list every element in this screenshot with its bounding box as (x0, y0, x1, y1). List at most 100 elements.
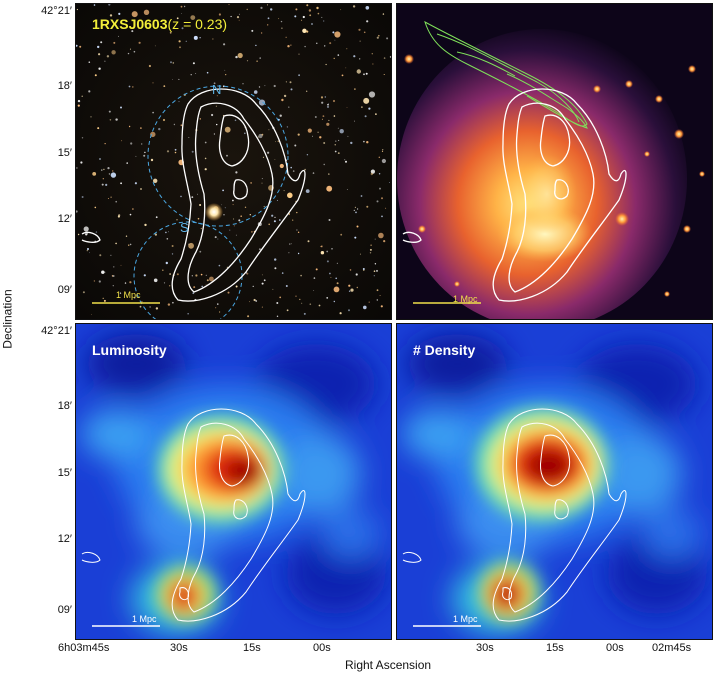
star (104, 60, 106, 62)
star (281, 98, 284, 102)
star (306, 4, 309, 7)
star (211, 113, 214, 117)
star (268, 223, 270, 226)
star (320, 96, 324, 99)
star (261, 282, 264, 285)
star (104, 271, 106, 273)
star (365, 6, 370, 10)
star (109, 14, 113, 17)
star (190, 74, 192, 76)
star (130, 142, 133, 145)
star (238, 219, 241, 222)
star (238, 19, 240, 21)
xray-point-source (683, 225, 691, 233)
star (321, 101, 324, 104)
star (162, 269, 164, 272)
star (188, 137, 190, 138)
star (339, 129, 344, 134)
xray-image-panel: 1 Mpc (396, 3, 713, 320)
star (104, 143, 106, 145)
star (235, 55, 238, 59)
star (200, 227, 202, 230)
star (232, 199, 234, 202)
star (319, 136, 322, 139)
star (168, 231, 169, 233)
star (204, 168, 207, 171)
ytick-bot-5: 09′ (57, 604, 72, 616)
star (92, 172, 97, 176)
star (115, 242, 117, 245)
scalebar-label: 1 Mpc (453, 614, 478, 624)
star (235, 234, 237, 236)
star (234, 119, 237, 122)
star (302, 28, 307, 33)
star (272, 288, 274, 290)
star (296, 211, 298, 214)
star (242, 83, 244, 85)
star (263, 205, 265, 208)
star (88, 90, 91, 93)
star (349, 269, 352, 271)
star (118, 214, 121, 217)
star (330, 276, 332, 278)
star (338, 139, 340, 141)
star (105, 183, 108, 186)
star (81, 196, 84, 198)
star (288, 106, 290, 108)
north-circle (147, 85, 289, 227)
star (283, 190, 285, 192)
star (209, 276, 214, 282)
star (290, 88, 293, 91)
star (93, 4, 96, 6)
star (376, 36, 379, 39)
star (261, 274, 263, 276)
star (99, 254, 102, 257)
star (381, 215, 383, 218)
star (235, 171, 238, 174)
star (192, 292, 195, 295)
star (328, 119, 330, 121)
ytick-top-1: 42°21′ (41, 5, 72, 17)
star (334, 144, 336, 146)
star (144, 223, 147, 227)
star (94, 206, 97, 209)
star (356, 286, 358, 289)
star (321, 16, 323, 18)
star (309, 14, 312, 17)
star (172, 79, 173, 80)
star (153, 178, 158, 183)
star (120, 106, 122, 109)
star (235, 285, 238, 288)
star (314, 116, 317, 118)
star (107, 167, 110, 170)
xray-point-source (404, 54, 414, 64)
star (325, 63, 327, 66)
scalebar-label: 1 Mpc (116, 290, 141, 300)
star (307, 240, 310, 243)
star (216, 123, 218, 126)
star (165, 231, 167, 234)
optical-image-panel: 1RXSJ0603(z = 0.23) N S 1 Mpc (75, 3, 392, 320)
star (311, 23, 313, 25)
star (301, 302, 303, 304)
star (141, 143, 143, 145)
star (363, 269, 365, 271)
star (111, 50, 116, 55)
star (359, 40, 361, 42)
star (128, 244, 130, 246)
star (253, 90, 258, 94)
star (118, 12, 121, 15)
star (335, 277, 338, 280)
star (85, 233, 88, 236)
star (328, 173, 330, 175)
star (356, 225, 359, 228)
scalebar-label: 1 Mpc (132, 614, 157, 624)
star (249, 214, 251, 216)
star (317, 131, 319, 133)
xray-point-source (688, 65, 696, 73)
xtick-left-2: 30s (170, 642, 188, 654)
star (135, 155, 137, 157)
star (364, 115, 367, 118)
star (149, 306, 151, 308)
star (222, 189, 225, 192)
